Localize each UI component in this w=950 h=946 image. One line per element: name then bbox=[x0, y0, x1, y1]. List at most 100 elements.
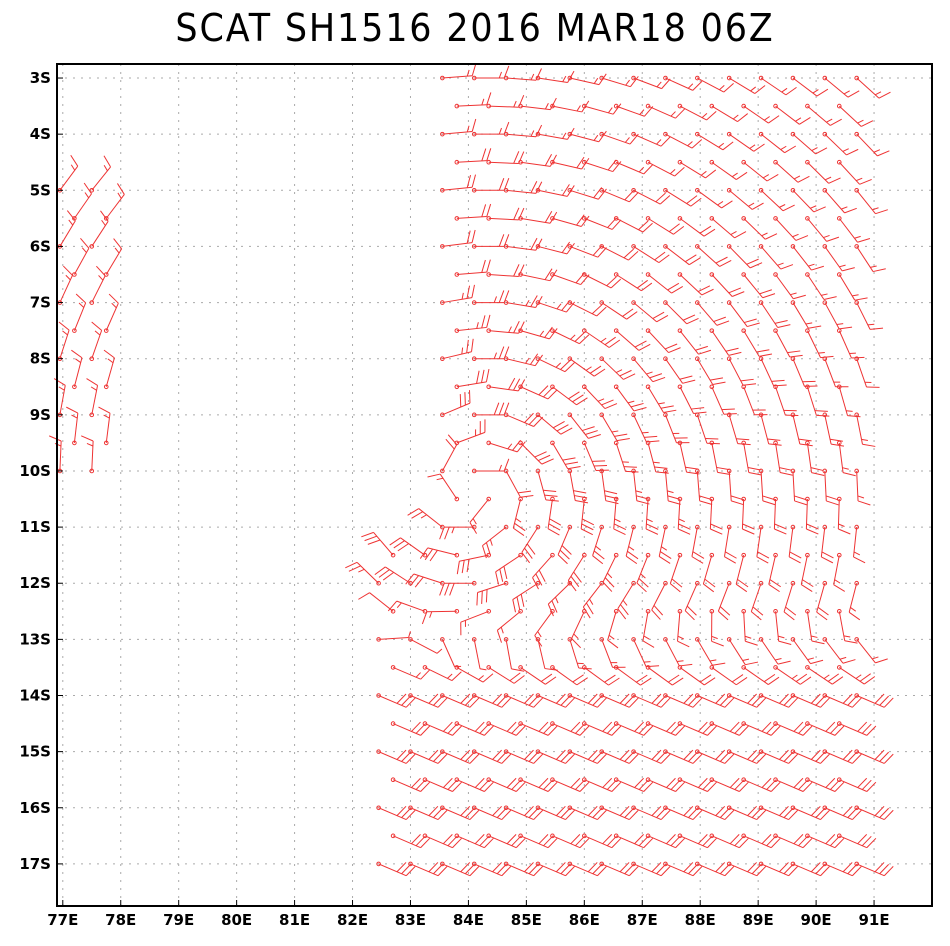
barb-station bbox=[535, 749, 541, 754]
barb-feather bbox=[611, 837, 622, 848]
wind-barb bbox=[695, 693, 735, 708]
barb-half-feather bbox=[718, 142, 725, 148]
barb-half-feather bbox=[101, 219, 106, 226]
barb-feather bbox=[643, 725, 654, 736]
barb-feather bbox=[857, 238, 871, 243]
barb-feather bbox=[724, 556, 737, 564]
barb-feather bbox=[729, 721, 740, 732]
lon-axis: 77E 78E 79E 80E 81E 82E 83E 84E 85E 86E 87E 88E 89E 9… bbox=[47, 900, 890, 929]
barb-feather bbox=[798, 723, 808, 734]
barb-feather bbox=[471, 338, 474, 352]
barb-half-feather bbox=[593, 134, 599, 141]
wind-barb bbox=[407, 508, 445, 530]
barb-shaft bbox=[625, 526, 635, 557]
barb-feather bbox=[437, 866, 448, 877]
barb-feather bbox=[719, 606, 731, 616]
barb-feather bbox=[573, 571, 582, 583]
barb-feather bbox=[874, 805, 885, 816]
barb-feather bbox=[802, 837, 813, 848]
barb-feather bbox=[679, 663, 693, 667]
barb-feather bbox=[560, 807, 571, 818]
barb-shaft bbox=[760, 414, 770, 444]
barb-station bbox=[582, 440, 587, 446]
wind-barb bbox=[454, 833, 494, 849]
barb-feather bbox=[688, 864, 698, 875]
barb-feather bbox=[579, 781, 590, 792]
wind-barb bbox=[790, 356, 818, 387]
barb-feather bbox=[604, 490, 618, 495]
barb-feather bbox=[474, 834, 485, 845]
barb-station bbox=[790, 356, 796, 362]
barb-half-feather bbox=[515, 518, 522, 523]
barb-feather bbox=[668, 223, 680, 233]
barb-feather bbox=[535, 124, 543, 137]
barb-feather bbox=[602, 721, 613, 732]
barb-feather bbox=[688, 751, 698, 762]
barb-feather bbox=[834, 781, 845, 792]
wind-barb bbox=[684, 580, 700, 621]
wind-barb bbox=[631, 244, 670, 264]
barb-feather bbox=[58, 321, 70, 331]
barb-shaft bbox=[647, 274, 672, 294]
barb-half-feather bbox=[555, 362, 562, 368]
lon-tick-label: 87E bbox=[627, 911, 658, 929]
barb-station bbox=[535, 861, 541, 867]
barb-feather bbox=[806, 523, 819, 530]
wind-barb bbox=[790, 749, 830, 764]
barb-station bbox=[567, 693, 573, 698]
wind-barb bbox=[440, 118, 477, 137]
barb-feather bbox=[659, 195, 671, 205]
wind-barb bbox=[854, 468, 871, 506]
barb-shaft bbox=[728, 470, 732, 501]
wind-barb bbox=[790, 300, 822, 329]
wind-barb bbox=[645, 159, 685, 177]
lon-tick-label: 80E bbox=[221, 911, 252, 929]
barb-station bbox=[854, 188, 859, 193]
barb-feather bbox=[766, 173, 779, 182]
barb-half-feather bbox=[764, 116, 770, 121]
barb-half-feather bbox=[834, 579, 841, 584]
barb-feather bbox=[736, 171, 748, 180]
barb-feather bbox=[751, 807, 762, 818]
barb-feather bbox=[452, 725, 462, 736]
barb-shaft bbox=[580, 498, 585, 529]
barb-feather bbox=[719, 751, 730, 762]
wind-barb bbox=[98, 406, 111, 446]
barb-half-feather bbox=[808, 263, 815, 267]
barb-feather bbox=[91, 321, 102, 331]
barb-half-feather bbox=[62, 330, 68, 336]
barb-station bbox=[599, 805, 605, 811]
barb-station bbox=[613, 272, 619, 277]
barb-feather bbox=[743, 383, 757, 386]
barb-station bbox=[72, 328, 77, 333]
barb-feather bbox=[582, 606, 591, 619]
barb-feather bbox=[511, 835, 522, 847]
wind-barb bbox=[80, 435, 95, 474]
barb-feather bbox=[826, 500, 839, 506]
barb-half-feather bbox=[103, 164, 108, 172]
barb-station bbox=[567, 524, 573, 530]
barb-station bbox=[103, 328, 109, 333]
barb-feather bbox=[471, 63, 477, 76]
wind-barb bbox=[651, 580, 668, 620]
wind-barb bbox=[376, 805, 416, 821]
barb-station bbox=[535, 524, 541, 530]
wind-barb bbox=[836, 777, 877, 792]
wind-barb bbox=[599, 75, 639, 88]
barb-station bbox=[677, 552, 683, 558]
wind-barb bbox=[836, 609, 858, 644]
barb-feather bbox=[447, 723, 458, 734]
barb-station bbox=[758, 131, 764, 137]
barb-feather bbox=[528, 414, 539, 425]
barb-feather bbox=[103, 155, 111, 168]
barb-feather bbox=[547, 528, 560, 536]
wind-barb bbox=[471, 234, 510, 249]
wind-barb bbox=[758, 749, 799, 764]
barb-feather bbox=[852, 753, 862, 764]
barb-feather bbox=[626, 311, 638, 320]
barb-feather bbox=[587, 862, 598, 873]
barb-half-feather bbox=[687, 141, 693, 147]
barb-feather bbox=[481, 204, 487, 217]
barb-station bbox=[790, 580, 796, 586]
barb-station bbox=[390, 777, 396, 783]
